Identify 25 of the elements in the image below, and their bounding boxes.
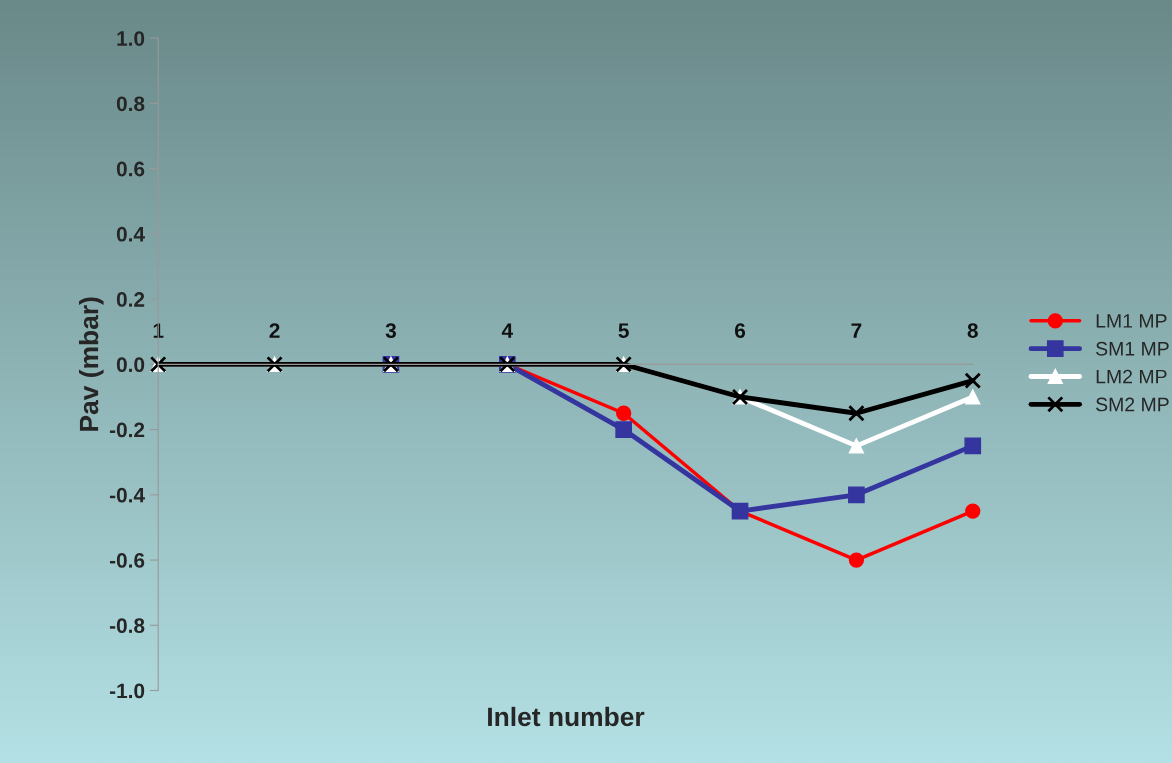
y-tick-label: -0.8 xyxy=(109,618,145,634)
y-tick-label: 0.8 xyxy=(116,96,145,112)
x-tick-label: 7 xyxy=(851,323,862,338)
legend-label: LM1 MP xyxy=(1096,314,1167,328)
x-tick-label: 6 xyxy=(735,323,746,338)
x-tick-label: 8 xyxy=(967,323,978,338)
y-axis-title: Pav (mbar) xyxy=(78,297,104,431)
legend-label: SM1 MP xyxy=(1096,341,1169,356)
x-tick-label: 3 xyxy=(385,323,396,338)
y-tick-label: 0.6 xyxy=(116,161,145,177)
y-tick-label: 0.4 xyxy=(116,226,145,242)
x-axis-title: Inlet number xyxy=(488,706,645,727)
x-tick-label: 1 xyxy=(153,323,164,338)
x-tick-label: 5 xyxy=(618,323,629,338)
legend-label: SM2 MP xyxy=(1096,397,1169,412)
y-tick-label: -0.6 xyxy=(109,553,145,568)
legend-label: LM2 MP xyxy=(1096,369,1167,384)
y-tick-label: 0.2 xyxy=(116,292,145,307)
y-tick-label: -0.4 xyxy=(109,487,145,503)
y-tick-label: -0.2 xyxy=(109,422,145,438)
x-tick-label: 4 xyxy=(501,323,513,338)
y-tick-label: 1.0 xyxy=(117,31,145,46)
y-tick-label: -1.0 xyxy=(109,683,145,699)
y-tick-label: 0.0 xyxy=(116,357,145,373)
x-tick-label: 2 xyxy=(269,323,280,338)
